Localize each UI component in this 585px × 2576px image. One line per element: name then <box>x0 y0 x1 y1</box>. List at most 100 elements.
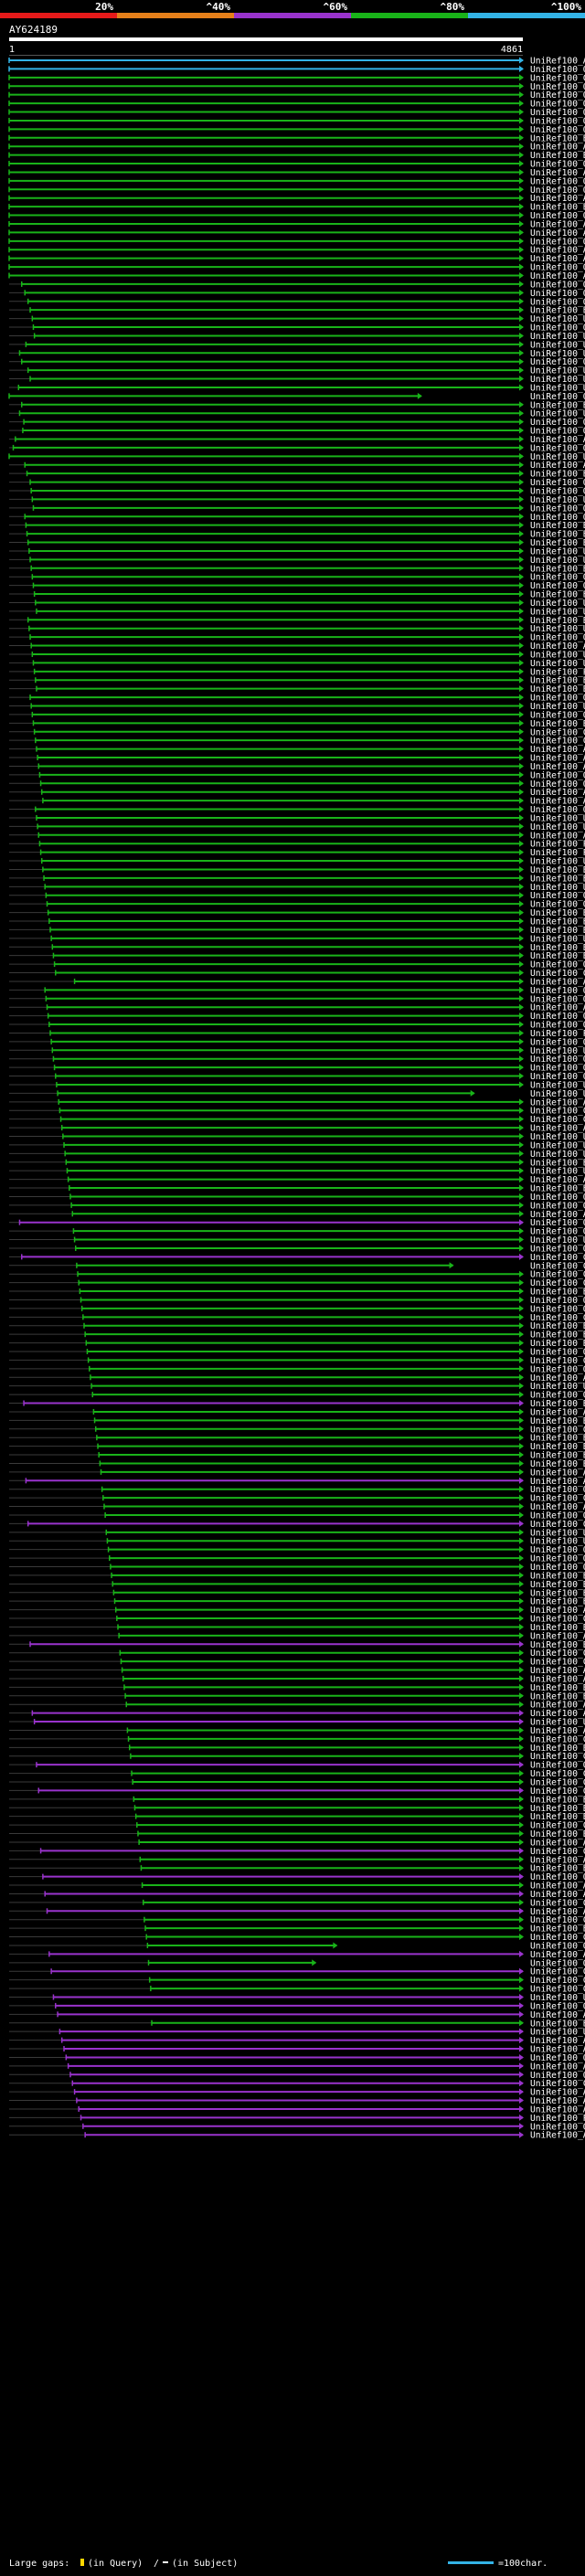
hit-row[interactable]: UniRef100_UP1000... <box>9 1167 585 1177</box>
hit-row[interactable]: UniRef100_Q9AEZ4 <box>8 160 585 170</box>
hit-label[interactable]: UniRef100_C0NVU5 <box>530 1356 585 1366</box>
hit-label[interactable]: UniRef100_Q4SRS3 <box>530 186 585 196</box>
hit-label[interactable]: UniRef100_A6IXE5 <box>530 254 585 264</box>
hit-label[interactable]: UniRef100_C7Z8X0 <box>530 727 585 737</box>
hit-label[interactable]: UniRef100_Q6Z443 <box>530 694 585 704</box>
hit-row[interactable]: UniRef100_A9SUK3 <box>9 831 585 841</box>
hit-row[interactable]: UniRef100_UP1000... <box>9 883 585 893</box>
hit-row[interactable]: UniRef100_B3KS36 <box>9 1184 585 1194</box>
hit-label[interactable]: UniRef100_B7PM77 <box>530 1158 585 1168</box>
hit-row[interactable]: UniRef100_Q6D4M5 <box>9 900 585 910</box>
hit-row[interactable]: UniRef100_B4R4B9 <box>9 530 585 540</box>
hit-row[interactable]: UniRef100_B8LY84 <box>9 1683 585 1693</box>
hit-label[interactable]: UniRef100_UP1000... <box>530 1046 585 1056</box>
hit-row[interactable]: UniRef100_Q94HC6 <box>9 1545 585 1555</box>
hit-label[interactable]: UniRef100_Q6NYL5 <box>530 1021 585 1031</box>
hit-label[interactable]: UniRef100_A5PLJ5 <box>530 754 585 764</box>
hit-label[interactable]: UniRef100_B9N714 <box>530 943 585 953</box>
hit-row[interactable]: UniRef100_C7Z1U5 <box>9 1734 585 1744</box>
hit-row[interactable]: UniRef100_UP1000... <box>9 1140 585 1150</box>
hit-row[interactable]: UniRef100_A3GVT9 <box>9 1477 585 1487</box>
hit-label[interactable]: UniRef100_Q8T9D5 <box>530 581 585 591</box>
hit-row[interactable]: UniRef100_A5PLJ5 <box>9 754 585 764</box>
hit-row[interactable]: UniRef100_Q7RZ96 <box>9 1218 585 1228</box>
hit-label[interactable]: UniRef100_B5X1C1 <box>530 951 585 961</box>
hit-label[interactable]: UniRef100_Q6FXE3 <box>530 1958 585 1968</box>
hit-label[interactable]: UniRef100_Q94C83 <box>530 779 585 790</box>
hit-label[interactable]: UniRef100_A5DFW3 <box>530 2045 585 2055</box>
hit-row[interactable]: UniRef100_P52894 <box>9 848 585 858</box>
hit-row[interactable]: UniRef100_Q94HF9 <box>9 504 585 514</box>
hit-label[interactable]: UniRef100_A8Q8S0 <box>530 1890 585 1900</box>
hit-row[interactable]: UniRef100_B4FJ86 <box>9 1597 585 1607</box>
hit-row[interactable]: UniRef100_Q338N7 <box>9 1554 585 1564</box>
hit-label[interactable]: UniRef100_B0X4U1 <box>530 306 585 316</box>
hit-label[interactable]: UniRef100_C5YLT2 <box>530 1253 585 1263</box>
hit-label[interactable]: UniRef100_C5X2E3 <box>530 969 585 979</box>
hit-row[interactable]: UniRef100_Q5X4L7 <box>8 125 585 135</box>
hit-row[interactable]: UniRef100_Q7Q4R9 <box>9 280 585 290</box>
hit-label[interactable]: UniRef100_A9SUK3 <box>530 831 585 841</box>
hit-label[interactable]: UniRef100_Q3C5K2 <box>530 211 585 221</box>
hit-row[interactable]: UniRef100_UP1000... <box>9 659 585 669</box>
hit-row[interactable]: UniRef100_B4N625 <box>9 676 585 686</box>
hit-label[interactable]: UniRef100_Q4S908 <box>530 633 585 643</box>
hit-row[interactable]: UniRef100_B6KA10 <box>9 1442 585 1452</box>
hit-row[interactable]: UniRef100_B4TGZ8 <box>8 203 585 213</box>
hit-label[interactable]: UniRef100_UP1000... <box>530 659 585 669</box>
hit-label[interactable]: UniRef100_Q16UK7 <box>530 323 585 334</box>
hit-row[interactable]: UniRef100_Q8R2P5 <box>9 1037 585 1047</box>
hit-label[interactable]: UniRef100_B6A7X7 <box>530 684 585 694</box>
hit-row[interactable]: UniRef100_B4IGR9 <box>9 538 585 548</box>
hit-label[interactable]: UniRef100_Q7P1Q3 <box>530 1364 585 1374</box>
hit-row[interactable]: UniRef100_A0E2H1 <box>9 2036 585 2046</box>
hit-label[interactable]: UniRef100_Q7C7S9 <box>530 891 585 901</box>
hit-row[interactable]: UniRef100_C5WN07 <box>9 1648 585 1659</box>
hit-label[interactable]: UniRef100_C7Z1U5 <box>530 1734 585 1744</box>
hit-row[interactable]: UniRef100_C7Z8X0 <box>9 727 585 737</box>
hit-label[interactable]: UniRef100_A1C7S7 <box>530 1407 585 1417</box>
hit-label[interactable]: UniRef100_B4K616 <box>530 1812 585 1822</box>
hit-row[interactable]: UniRef100_B9QNT7 <box>9 1434 585 1444</box>
hit-label[interactable]: UniRef100_UP1000... <box>530 1132 585 1142</box>
hit-label[interactable]: UniRef100_Q94BP4 <box>530 1055 585 1065</box>
hit-label[interactable]: UniRef100_B4L1S6 <box>530 1829 585 1839</box>
hit-label[interactable]: UniRef100_B4MEH8 <box>530 865 585 875</box>
hit-label[interactable]: UniRef100_B3KS36 <box>530 1184 585 1194</box>
hit-label[interactable]: UniRef100_Q7RZ96 <box>530 1218 585 1228</box>
hit-row[interactable]: UniRef100_Q4RNZ7 <box>9 710 585 720</box>
hit-row[interactable]: UniRef100_UP1000... <box>9 1537 585 1547</box>
hit-row[interactable]: UniRef100_Q8STG4 <box>8 263 585 273</box>
hit-row[interactable]: UniRef100_Q94BP4 <box>9 1055 585 1065</box>
hit-row[interactable]: UniRef100_B5AVK6 <box>9 1459 585 1469</box>
hit-row[interactable]: UniRef100_C5YLT2 <box>9 1253 585 1263</box>
hit-label[interactable]: UniRef100_B7PLP0 <box>530 1864 585 1874</box>
hit-label[interactable]: UniRef100_A0E0S3 <box>530 194 585 204</box>
hit-row[interactable]: UniRef100_Q6QMB2 <box>9 427 585 437</box>
hit-label[interactable]: UniRef100_B6G2H1 <box>530 1640 585 1650</box>
hit-label[interactable]: UniRef100_A2R8P5 <box>530 1468 585 1478</box>
hit-row[interactable]: UniRef100_Q4JS08 <box>8 65 585 75</box>
hit-label[interactable]: UniRef100_UP1000... <box>530 1537 585 1547</box>
hit-label[interactable]: UniRef100_C5D5N3 <box>530 1752 585 1762</box>
hit-label[interactable]: UniRef100_C5KPF9 <box>530 1847 585 1857</box>
hit-row[interactable]: UniRef100_UP1000... <box>9 1046 585 1056</box>
hit-row[interactable]: UniRef100_B6G2H1 <box>9 1640 585 1650</box>
hit-label[interactable]: UniRef100_A4IFH5 <box>530 745 585 755</box>
hit-row[interactable]: UniRef100_Q54AU1 <box>9 805 585 815</box>
hit-label[interactable]: UniRef100_Q338N8 <box>530 487 585 497</box>
hit-row[interactable]: UniRef100_Q2B0B5 <box>9 443 585 453</box>
hit-label[interactable]: UniRef100_Q4JKJ4 <box>530 1072 585 1082</box>
hit-label[interactable]: UniRef100_UP1000... <box>530 857 585 867</box>
hit-row[interactable]: UniRef100_Q94HC5 <box>9 478 585 488</box>
hit-label[interactable]: UniRef100_Q8LDV4 <box>530 770 585 780</box>
hit-label[interactable]: UniRef100_C0NIA2 <box>530 1494 585 1504</box>
hit-row[interactable]: UniRef100_A7EA70 <box>9 1606 585 1616</box>
hit-row[interactable]: UniRef100_Q7P1Q3 <box>9 1364 585 1374</box>
hit-label[interactable]: UniRef100_UP1000... <box>530 934 585 944</box>
hit-label[interactable]: UniRef100_Q7Q4R9 <box>530 280 585 290</box>
hit-row[interactable]: UniRef100_A7P6B0 <box>9 1097 585 1108</box>
hit-label[interactable]: UniRef100_B6KRE8 <box>530 1795 585 1805</box>
hit-row[interactable]: UniRef100_Q2UM29 <box>9 1296 585 1306</box>
hit-label[interactable]: UniRef100_A2DJA3 <box>530 2010 585 2020</box>
